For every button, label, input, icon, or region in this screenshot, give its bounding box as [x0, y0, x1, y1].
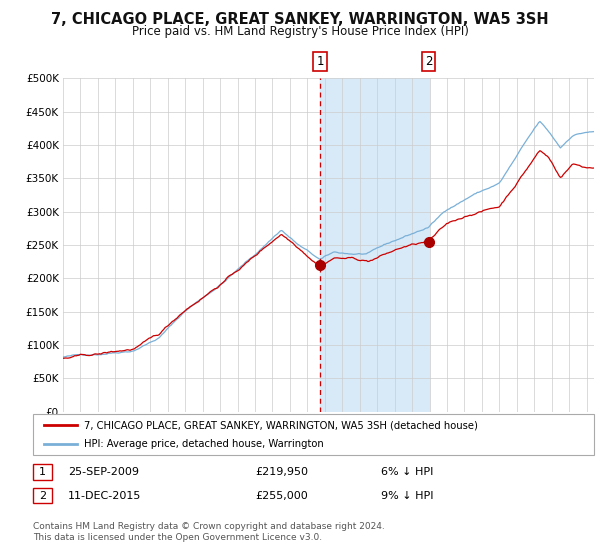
Text: 7, CHICAGO PLACE, GREAT SANKEY, WARRINGTON, WA5 3SH (detached house): 7, CHICAGO PLACE, GREAT SANKEY, WARRINGT… [84, 421, 478, 430]
Text: This data is licensed under the Open Government Licence v3.0.: This data is licensed under the Open Gov… [33, 533, 322, 542]
Text: 7, CHICAGO PLACE, GREAT SANKEY, WARRINGTON, WA5 3SH: 7, CHICAGO PLACE, GREAT SANKEY, WARRINGT… [51, 12, 549, 27]
Bar [320, 78, 428, 412]
Text: 11-DEC-2015: 11-DEC-2015 [68, 491, 141, 501]
Text: 25-SEP-2009: 25-SEP-2009 [68, 467, 139, 477]
Text: 2: 2 [425, 55, 433, 68]
Text: 6% ↓ HPI: 6% ↓ HPI [381, 467, 433, 477]
Text: Price paid vs. HM Land Registry's House Price Index (HPI): Price paid vs. HM Land Registry's House … [131, 25, 469, 38]
Text: 1: 1 [316, 55, 324, 68]
Text: 2: 2 [39, 491, 46, 501]
Text: HPI: Average price, detached house, Warrington: HPI: Average price, detached house, Warr… [84, 439, 324, 449]
Text: £255,000: £255,000 [255, 491, 308, 501]
Text: 9% ↓ HPI: 9% ↓ HPI [381, 491, 433, 501]
Text: £219,950: £219,950 [255, 467, 308, 477]
Text: 1: 1 [39, 467, 46, 477]
Text: Contains HM Land Registry data © Crown copyright and database right 2024.: Contains HM Land Registry data © Crown c… [33, 522, 385, 531]
